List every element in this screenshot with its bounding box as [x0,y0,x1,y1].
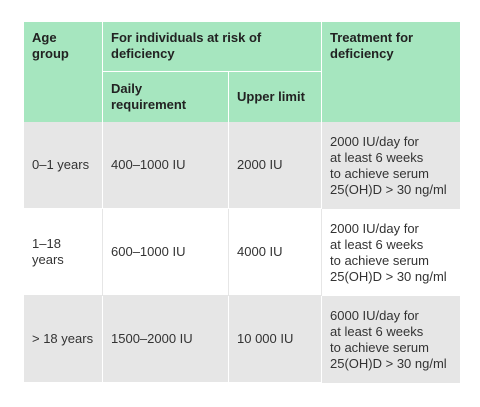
cell-age: 0–1 years [24,122,103,209]
cell-age: > 18 years [24,296,103,383]
cell-daily: 1500–2000 IU [103,296,229,383]
cell-upper: 10 000 IU [229,296,322,383]
cell-daily: 400–1000 IU [103,122,229,209]
vitamin-d-table: Age group For individuals at risk of def… [24,22,460,383]
header-daily-requirement: Daily requirement [103,72,229,122]
cell-treatment: 2000 IU/day for at least 6 weeks to achi… [322,122,460,209]
cell-age: 1–18 years [24,209,103,296]
cell-treatment: 6000 IU/day for at least 6 weeks to achi… [322,296,460,383]
cell-treatment: 2000 IU/day for at least 6 weeks to achi… [322,209,460,296]
cell-daily: 600–1000 IU [103,209,229,296]
cell-upper: 2000 IU [229,122,322,209]
header-at-risk: For individuals at risk of deficiency [103,22,322,72]
header-age-group: Age group [24,22,103,122]
header-upper-limit: Upper limit [229,72,322,122]
header-treatment: Treatment for deficiency [322,22,460,122]
cell-upper: 4000 IU [229,209,322,296]
